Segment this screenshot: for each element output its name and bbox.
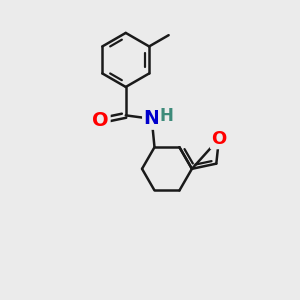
Text: N: N: [144, 109, 160, 128]
Text: O: O: [211, 130, 226, 148]
Text: O: O: [92, 111, 109, 130]
Text: H: H: [159, 107, 173, 125]
